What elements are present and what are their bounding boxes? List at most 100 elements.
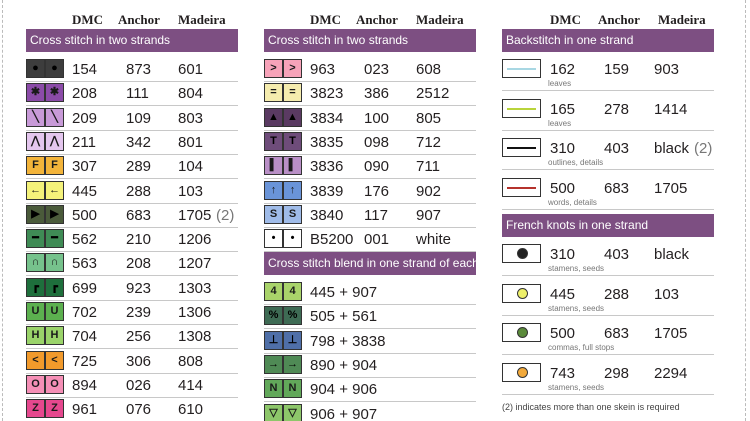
symbol-cell: H	[26, 326, 45, 346]
dmc-value: 3834	[310, 109, 344, 127]
stitch-symbol: ┏ ┏	[26, 277, 64, 297]
usage-note: stamens, seeds	[548, 264, 605, 273]
madeira-value: 610	[178, 401, 204, 419]
thread-row: • • B5200 001 white	[264, 227, 476, 253]
dmc-value: 211	[72, 133, 96, 151]
madeira-value: 601	[178, 61, 204, 78]
left-cut-line	[2, 0, 3, 421]
row-divider	[502, 208, 714, 210]
blend-section-title: Cross stitch blend in one strand of each	[264, 252, 476, 275]
dmc-value: 445	[72, 182, 98, 200]
blend-row: → → 890 + 904	[264, 353, 476, 378]
backstitch-swatch	[502, 98, 541, 118]
anchor-value: 210	[126, 231, 152, 249]
madeira-value: 907	[416, 206, 442, 224]
row-divider	[264, 304, 476, 305]
row-divider	[26, 105, 238, 107]
backstitch-line	[507, 107, 536, 110]
french-knot-row: 743 298 2294 stamens, seeds	[502, 361, 714, 395]
anchor-value: 023	[364, 61, 390, 78]
blend-row: ⊥ ⊥ 798 + 3838	[264, 329, 476, 354]
symbol-cell: ┏	[26, 277, 45, 297]
header-madeira: Madeira	[416, 12, 464, 27]
thread-row: ∩ ∩ 563 208 1207	[26, 251, 238, 277]
blend-combo: 505 + 561	[310, 308, 378, 326]
madeira-value: 803	[178, 109, 204, 127]
french-knot-row: 500 683 1705 commas, full stops	[502, 321, 714, 355]
thread-row: ● ● 154 873 601	[26, 57, 238, 82]
symbol-cell: ┏	[45, 277, 64, 297]
symbol-cell: ▽	[283, 403, 302, 421]
french-knot-dot	[517, 366, 528, 378]
usage-note: stamens, seeds	[548, 382, 605, 392]
thread-row: T T 3835 098 712	[264, 130, 476, 155]
header-anchor: Anchor	[356, 12, 398, 27]
blend-combo: 798 + 3838	[310, 332, 386, 350]
anchor-value: 001	[364, 231, 390, 249]
symbol-cell: U	[26, 302, 45, 321]
row-divider	[26, 348, 238, 350]
anchor-value: 111	[126, 85, 149, 103]
madeira-value: black	[654, 140, 690, 157]
row-divider	[26, 372, 238, 374]
madeira-value: 902	[416, 182, 442, 200]
madeira-value: 805	[416, 109, 442, 127]
dmc-value: 562	[72, 231, 98, 249]
symbol-cell: ∩	[26, 253, 45, 273]
anchor-value: 403	[604, 246, 630, 263]
anchor-value: 288	[126, 182, 152, 200]
french-knots-section-title: French knots in one strand	[502, 214, 714, 237]
symbol-cell: ▽	[264, 403, 283, 421]
dmc-value: 563	[72, 255, 98, 273]
anchor-value: 117	[364, 206, 388, 224]
blend-combo: 445 + 907	[310, 284, 378, 301]
madeira-value: 2294	[654, 364, 688, 382]
dmc-value: 310	[550, 246, 576, 263]
symbol-cell: ←	[26, 180, 45, 200]
row-divider	[264, 81, 476, 82]
stitch-symbol: > >	[264, 59, 302, 78]
french-knot-swatch	[502, 244, 541, 263]
stitch-symbol: → →	[264, 354, 302, 374]
dmc-value: 307	[72, 158, 98, 176]
thread-row: S S 3840 117 907	[264, 203, 476, 228]
stitch-symbol: ← ←	[26, 180, 64, 200]
madeira-value: black	[654, 246, 690, 263]
row-divider	[502, 275, 714, 276]
anchor-value: 256	[126, 328, 152, 346]
french-knot-swatch	[502, 323, 541, 342]
anchor-value: 239	[126, 304, 152, 321]
header-anchor: Anchor	[598, 12, 640, 27]
symbol-cell: ▶	[45, 204, 64, 224]
symbol-cell: ▌	[264, 156, 283, 176]
row-divider	[502, 354, 714, 355]
row-divider	[26, 81, 238, 82]
row-divider	[264, 352, 476, 354]
backstitch-swatch	[502, 138, 541, 157]
madeira-value: 1303	[178, 279, 212, 297]
stitch-symbol: = =	[264, 83, 302, 103]
row-divider	[502, 129, 714, 131]
anchor-value: 026	[126, 376, 152, 394]
french-knot-dot	[517, 327, 528, 338]
thread-row: O O 894 026 414	[26, 373, 238, 398]
symbol-cell: >	[283, 59, 302, 78]
stitch-symbol: ● ●	[26, 59, 64, 78]
skein-count: (2)	[216, 206, 235, 224]
stitch-symbol: ∩ ∩	[26, 253, 64, 273]
header-anchor: Anchor	[118, 12, 160, 27]
dmc-value: 3835	[310, 133, 344, 151]
backstitch-row: 500 683 1705 words, details	[502, 176, 714, 210]
backstitch-line	[507, 68, 536, 70]
symbol-cell: %	[283, 306, 302, 326]
anchor-value: 683	[604, 325, 630, 342]
blend-row: %% 505 + 561	[264, 304, 476, 330]
backstitch-swatch	[502, 177, 541, 197]
thread-row: < <725 306 808	[26, 349, 238, 374]
dmc-value: 3839	[310, 182, 344, 200]
